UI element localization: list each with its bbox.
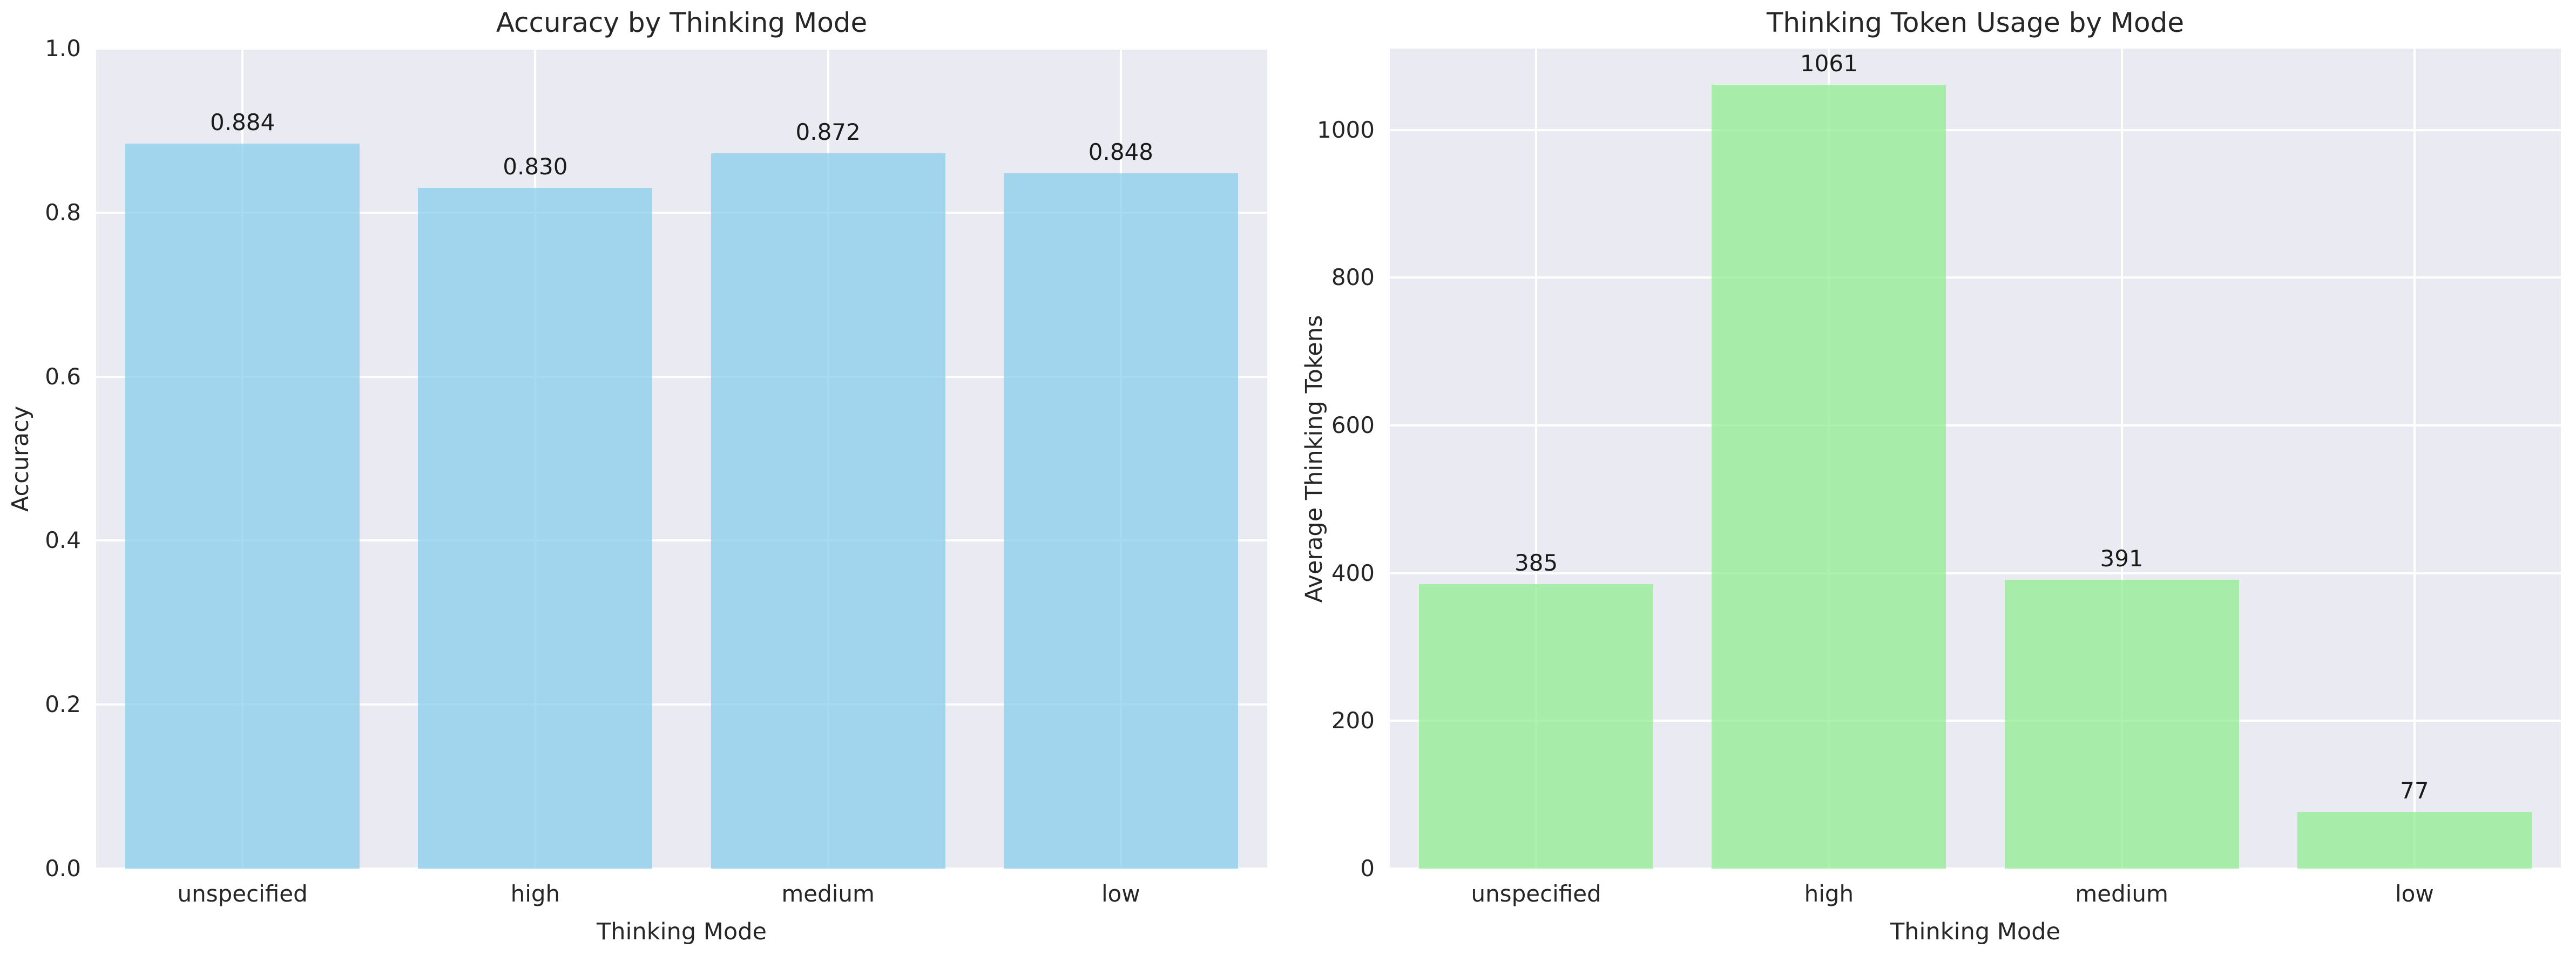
- chart-title: Accuracy by Thinking Mode: [496, 7, 868, 38]
- y-tick-label: 800: [1331, 264, 1375, 291]
- bar-medium: [2004, 579, 2239, 869]
- bar-value-label: 385: [1515, 550, 1558, 577]
- x-axis-label: Thinking Mode: [1890, 918, 2060, 945]
- y-tick-label: 1.0: [45, 35, 81, 62]
- y-tick-label: 1000: [1317, 116, 1375, 143]
- bar-value-label: 1061: [1800, 50, 1858, 77]
- bar-low: [1003, 173, 1238, 869]
- bar-medium: [711, 153, 945, 869]
- bar-value-label: 0.848: [1088, 138, 1153, 165]
- v-gridline: [2413, 49, 2416, 869]
- y-tick-label: 0.8: [45, 199, 81, 226]
- y-tick-label: 400: [1331, 559, 1375, 586]
- x-tick-label: medium: [781, 881, 875, 907]
- y-tick-label: 0.4: [45, 527, 81, 554]
- y-tick-label: 0.0: [45, 855, 81, 882]
- h-gridline: [1390, 868, 2561, 870]
- h-gridline: [1390, 572, 2561, 574]
- chart-title: Thinking Token Usage by Mode: [1766, 7, 2185, 38]
- bar-value-label: 0.884: [210, 109, 275, 136]
- bar-low: [2297, 811, 2532, 869]
- bar-high: [1712, 85, 1946, 869]
- y-tick-label: 200: [1331, 707, 1375, 734]
- h-gridline: [96, 868, 1267, 870]
- v-gridline: [1535, 49, 1538, 869]
- plot-area: [1390, 49, 2561, 870]
- x-tick-label: low: [2395, 881, 2434, 907]
- bar-unspecified: [1419, 584, 1654, 869]
- plot-area: [96, 48, 1267, 870]
- x-axis-label: Thinking Mode: [597, 918, 767, 945]
- h-gridline: [1390, 128, 2561, 131]
- h-gridline: [96, 211, 1267, 214]
- bar-value-label: 0.830: [503, 153, 568, 180]
- x-tick-label: unspecified: [1471, 881, 1601, 907]
- x-tick-label: unspecified: [177, 881, 308, 907]
- bar-unspecified: [125, 144, 360, 869]
- bar-value-label: 77: [2400, 777, 2429, 804]
- y-tick-label: 0.2: [45, 691, 81, 718]
- h-gridline: [1390, 720, 2561, 722]
- bar-high: [418, 188, 653, 869]
- x-tick-label: low: [1101, 881, 1140, 907]
- h-gridline: [1390, 276, 2561, 279]
- h-gridline: [96, 48, 1267, 50]
- h-gridline: [96, 375, 1267, 378]
- bar-value-label: 0.872: [795, 119, 861, 146]
- y-tick-label: 600: [1331, 411, 1375, 438]
- y-axis-label: Average Thinking Tokens: [1301, 315, 1328, 602]
- h-gridline: [96, 539, 1267, 542]
- y-tick-label: 0.6: [45, 363, 81, 390]
- x-tick-label: high: [510, 881, 560, 907]
- h-gridline: [1390, 424, 2561, 426]
- y-tick-label: 0: [1360, 855, 1375, 882]
- h-gridline: [96, 703, 1267, 706]
- v-gridline: [2120, 49, 2123, 869]
- bar-value-label: 391: [2100, 545, 2144, 572]
- x-tick-label: high: [1804, 881, 1854, 907]
- x-tick-label: medium: [2075, 881, 2168, 907]
